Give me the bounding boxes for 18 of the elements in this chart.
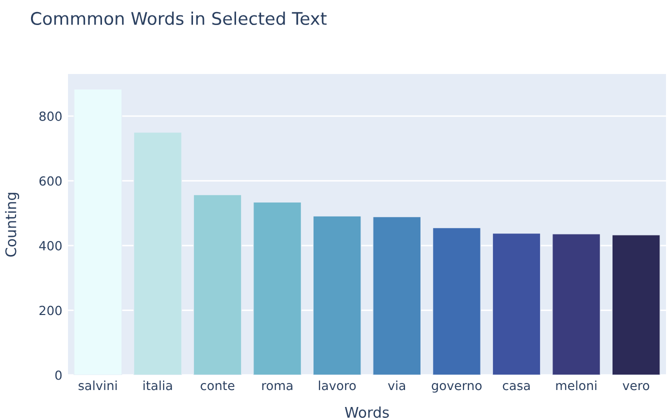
x-tick-label: governo <box>432 383 482 393</box>
x-tick-label: italia <box>144 380 172 390</box>
x-tick-label: casa <box>502 383 530 390</box>
y-tick-label: 200 <box>40 306 62 316</box>
x-tick-label: vero <box>622 383 650 390</box>
chart-title: Commmon Words in Selected Text <box>30 12 327 26</box>
x-tick-label: roma <box>262 383 292 390</box>
y-tick-label: 400 <box>39 241 62 250</box>
x-tick-label: via <box>388 380 406 390</box>
y-tick-label: 800 <box>39 112 62 121</box>
x-tick-label: lavoro <box>318 380 356 390</box>
y-tick-label: 600 <box>39 176 62 186</box>
x-tick-label: salvini <box>78 380 117 390</box>
x-axis-title: Words <box>344 406 389 418</box>
x-tick-label: conte <box>200 381 234 390</box>
x-tick-label: meloni <box>556 380 596 390</box>
y-axis-title: Counting <box>5 192 20 257</box>
y-tick-label: 0 <box>55 370 62 380</box>
